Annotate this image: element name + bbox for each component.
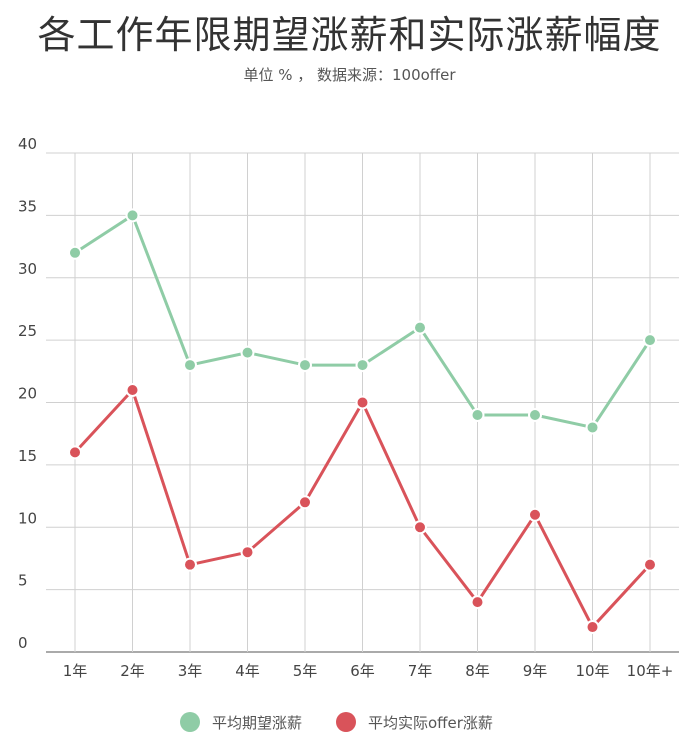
data-point [183,358,197,373]
x-tick-label: 7年 [408,662,433,680]
y-tick-label: 0 [18,634,28,652]
series-layer [68,208,657,635]
x-tick-label: 4年 [235,662,260,680]
legend-label: 平均期望涨薪 [212,714,302,732]
y-tick-label: 15 [18,447,37,465]
data-point [413,520,427,535]
data-point [413,320,427,335]
x-tick-label: 3年 [178,662,203,680]
y-tick-label: 40 [18,135,37,153]
data-point [240,345,255,360]
data-point [470,407,485,422]
legend: 平均期望涨薪 平均实际offer涨薪 [180,712,493,732]
x-tick-label: 2年 [120,662,145,680]
data-point [643,557,657,572]
legend-marker [336,712,356,732]
y-tick-label: 20 [18,385,37,403]
data-point [585,620,600,635]
data-point [125,383,140,398]
data-point [125,208,140,223]
chart-subtitle: 单位 % ， 数据来源：100offer [243,66,456,84]
data-point [585,420,600,435]
data-point [240,545,255,560]
x-tick-label: 10年 [575,662,609,680]
legend-marker [180,712,200,732]
data-point [470,595,485,610]
data-point [528,407,542,422]
data-point [643,333,657,348]
data-point [183,557,197,572]
legend-label: 平均实际offer涨薪 [368,714,493,732]
chart-title: 各工作年限期望涨薪和实际涨薪幅度 [37,13,662,57]
data-point [68,445,82,460]
data-point [355,358,370,373]
data-point [68,245,82,260]
y-tick-label: 5 [18,572,28,590]
x-axis-ticks: 1年 2年 3年 4年 5年 6年 7年 8年 9年 10年 10年+ [63,662,674,680]
x-tick-label: 6年 [350,662,375,680]
y-tick-label: 10 [18,509,37,527]
data-point [528,507,542,522]
x-tick-label: 10年+ [627,662,674,680]
x-tick-label: 5年 [293,662,318,680]
y-tick-label: 30 [18,260,37,278]
y-tick-label: 35 [18,197,37,215]
x-tick-label: 1年 [63,662,88,680]
data-point [298,495,312,510]
data-point [355,395,370,410]
data-point [298,358,312,373]
y-axis-ticks: 0 5 10 15 20 25 30 35 40 [18,135,37,652]
x-tick-label: 8年 [465,662,490,680]
x-tick-label: 9年 [523,662,548,680]
y-tick-label: 25 [18,322,37,340]
